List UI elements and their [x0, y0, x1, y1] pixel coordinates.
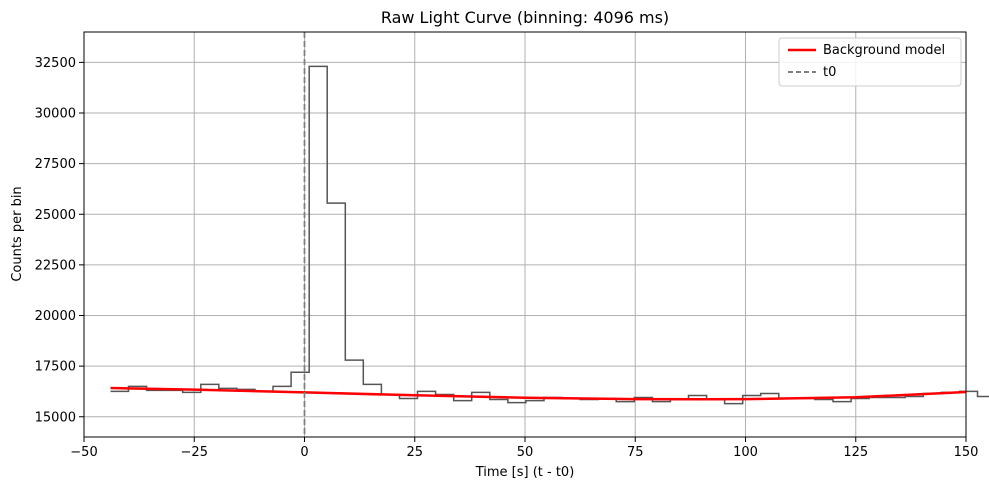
y-tick-label: 25000 — [35, 208, 76, 223]
counts-bin — [309, 65, 327, 67]
counts-bin — [363, 383, 381, 385]
counts-bin — [833, 401, 851, 403]
counts-bin — [472, 391, 490, 393]
x-tick-label: −25 — [181, 445, 208, 460]
counts-bin — [273, 385, 291, 387]
legend: Background model t0 — [778, 37, 962, 87]
counts-bin — [345, 359, 363, 361]
x-axis-label: Time [s] (t - t0) — [475, 465, 575, 480]
counts-bin — [129, 385, 147, 387]
y-tick-label: 20000 — [35, 309, 76, 324]
counts-bin — [743, 394, 761, 396]
x-tick-label: 0 — [300, 445, 308, 460]
x-tick-label: 125 — [843, 445, 868, 460]
background-model-line — [110, 386, 967, 401]
counts-bin — [616, 401, 634, 403]
counts-bin — [761, 392, 779, 394]
y-axis-label: Counts per bin — [10, 186, 25, 281]
counts-bin — [978, 396, 989, 398]
counts-bin — [399, 398, 417, 400]
counts-bin — [508, 402, 526, 404]
counts-bin — [490, 399, 508, 401]
counts-bin — [418, 390, 436, 392]
counts-bin — [526, 400, 544, 402]
x-tick-label: 100 — [733, 445, 758, 460]
counts-bin — [201, 383, 219, 385]
y-tick-label: 22500 — [35, 258, 76, 273]
counts-bin — [183, 391, 201, 393]
y-tick-label: 30000 — [35, 107, 76, 122]
counts-bin — [688, 394, 706, 396]
counts-bin — [327, 202, 345, 204]
counts-bin — [454, 400, 472, 402]
y-tick-label: 32500 — [35, 56, 76, 71]
legend-label-background-model: Background model — [823, 43, 945, 58]
data-layer — [110, 32, 989, 437]
tick-layer: −50 −25 0 25 50 75 100 125 150 15000 17500 20000 225… — [35, 56, 979, 460]
x-tick-label: 150 — [954, 445, 979, 460]
y-tick-label: 27500 — [35, 157, 76, 172]
x-tick-label: 50 — [517, 445, 534, 460]
x-tick-label: 25 — [406, 445, 423, 460]
counts-bin — [291, 371, 309, 373]
legend-label-t0: t0 — [823, 65, 836, 80]
counts-bin — [725, 403, 743, 405]
counts-bin — [652, 401, 670, 403]
x-tick-label: −50 — [70, 445, 97, 460]
y-tick-label: 17500 — [35, 360, 76, 375]
legend-box — [778, 37, 962, 87]
counts-bin — [110, 390, 128, 392]
chart-title: Raw Light Curve (binning: 4096 ms) — [381, 8, 669, 27]
y-tick-label: 15000 — [35, 410, 76, 425]
x-tick-label: 75 — [627, 445, 644, 460]
